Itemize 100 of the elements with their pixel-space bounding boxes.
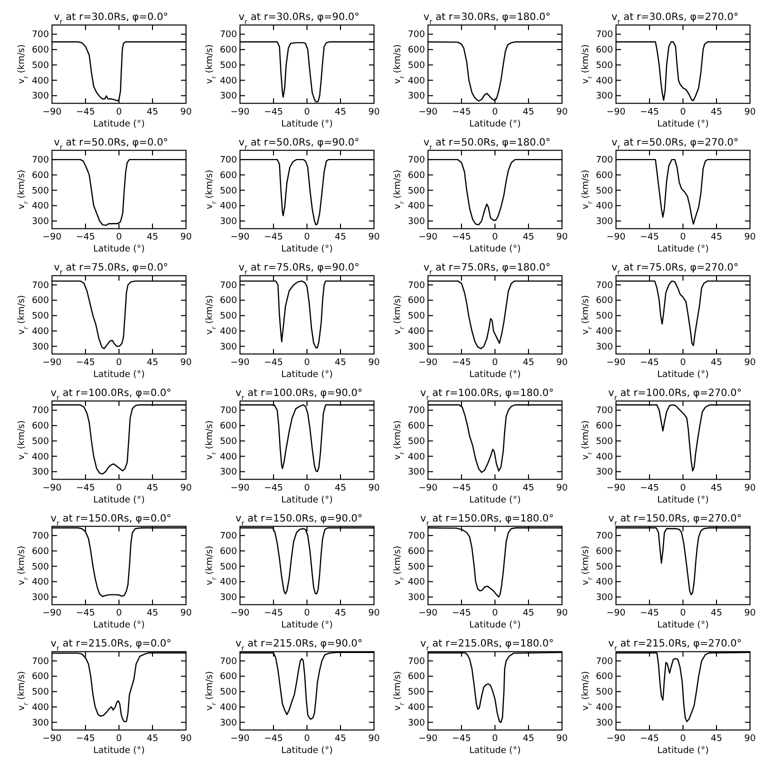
x-tick-label: −45 <box>640 107 659 118</box>
y-tick-label: 300 <box>32 718 50 728</box>
x-tick-label: −45 <box>452 734 471 744</box>
y-tick-label: 400 <box>220 202 238 212</box>
x-tick-label: 0 <box>304 358 310 368</box>
x-axis-title: Latitude (°) <box>93 495 145 506</box>
y-tick-label: 300 <box>408 718 426 728</box>
y-tick-label: 500 <box>32 436 50 447</box>
x-axis-title: Latitude (°) <box>469 495 521 506</box>
y-tick-label: 400 <box>596 578 614 588</box>
chart-title: v$_{r}$ at r=150.0Rs, φ=270.0° <box>608 513 742 528</box>
y-tick-label: 300 <box>408 342 426 352</box>
y-tick-label: 300 <box>596 592 614 603</box>
y-tick-label: 500 <box>408 312 426 322</box>
x-tick-label: 45 <box>522 608 534 619</box>
x-tick-label: 45 <box>522 232 534 243</box>
x-axis-title: Latitude (°) <box>93 370 145 380</box>
y-tick-label: 700 <box>32 156 50 166</box>
x-tick-label: −45 <box>264 107 283 118</box>
x-tick-label: 0 <box>492 734 498 744</box>
x-tick-label: 90 <box>556 734 568 744</box>
x-tick-label: 90 <box>180 608 192 619</box>
y-tick-label: 500 <box>596 60 614 71</box>
y-tick-label: 500 <box>220 186 238 196</box>
y-tick-label: 500 <box>596 562 614 572</box>
x-tick-label: −90 <box>606 107 626 118</box>
x-tick-label: 0 <box>492 483 498 494</box>
x-tick-label: −90 <box>230 107 250 118</box>
x-tick-label: 0 <box>304 608 310 619</box>
y-tick-label: 700 <box>408 156 426 166</box>
x-tick-label: 90 <box>180 358 192 368</box>
x-tick-label: 90 <box>368 483 380 494</box>
y-tick-label: 400 <box>220 326 238 337</box>
x-tick-label: 0 <box>680 107 686 118</box>
y-tick-label: 300 <box>596 468 614 478</box>
x-tick-label: 0 <box>304 734 310 744</box>
x-tick-label: −45 <box>452 232 471 243</box>
y-tick-label: 400 <box>596 702 614 713</box>
y-tick-label: 500 <box>32 562 50 572</box>
x-tick-label: 45 <box>334 232 346 243</box>
y-tick-label: 700 <box>408 656 426 667</box>
x-tick-label: −90 <box>42 358 62 368</box>
x-axis-title: Latitude (°) <box>93 620 145 631</box>
y-tick-label: 600 <box>32 672 50 682</box>
y-tick-label: 400 <box>408 578 426 588</box>
x-tick-label: −45 <box>640 232 659 243</box>
x-tick-label: −45 <box>76 734 95 744</box>
y-tick-label: 300 <box>32 592 50 603</box>
x-tick-label: −90 <box>42 232 62 243</box>
x-tick-label: 90 <box>180 483 192 494</box>
y-tick-label: 400 <box>408 702 426 713</box>
y-tick-label: 500 <box>220 312 238 322</box>
x-tick-label: 45 <box>710 107 722 118</box>
chart-title: v$_{r}$ at r=75.0Rs, φ=270.0° <box>611 262 739 277</box>
x-tick-label: −90 <box>606 608 626 619</box>
y-tick-label: 600 <box>32 422 50 432</box>
x-tick-label: 0 <box>492 107 498 118</box>
y-tick-label: 300 <box>32 216 50 227</box>
x-tick-label: −45 <box>76 232 95 243</box>
y-tick-label: 600 <box>32 170 50 181</box>
x-tick-label: −45 <box>264 483 283 494</box>
x-tick-label: −45 <box>640 608 659 619</box>
x-axis-title: Latitude (°) <box>281 244 333 255</box>
chart-title: v$_{r}$ at r=215.0Rs, φ=90.0° <box>235 638 363 653</box>
y-tick-label: 400 <box>408 202 426 212</box>
x-axis-title: Latitude (°) <box>93 244 145 255</box>
x-axis-title: Latitude (°) <box>469 746 521 756</box>
y-tick-label: 500 <box>32 186 50 196</box>
y-tick-label: 400 <box>596 76 614 86</box>
x-tick-label: 0 <box>492 608 498 619</box>
x-tick-label: 90 <box>368 232 380 243</box>
x-tick-label: −45 <box>264 734 283 744</box>
y-tick-label: 300 <box>596 92 614 102</box>
y-tick-label: 700 <box>408 532 426 542</box>
x-tick-label: 0 <box>116 358 122 368</box>
y-tick-label: 700 <box>596 656 614 667</box>
y-tick-label: 600 <box>408 422 426 432</box>
x-tick-label: −45 <box>264 232 283 243</box>
x-tick-label: −90 <box>230 358 250 368</box>
x-tick-label: 90 <box>744 107 756 118</box>
y-tick-label: 500 <box>408 186 426 196</box>
x-tick-label: 0 <box>680 734 686 744</box>
x-tick-label: 90 <box>556 483 568 494</box>
x-axis-title: Latitude (°) <box>469 244 521 255</box>
x-tick-label: 0 <box>304 483 310 494</box>
y-tick-label: 500 <box>32 60 50 71</box>
y-tick-label: 600 <box>220 46 238 56</box>
y-tick-label: 600 <box>408 170 426 181</box>
y-tick-label: 300 <box>220 216 238 227</box>
x-axis-title: Latitude (°) <box>281 620 333 631</box>
x-tick-label: 45 <box>522 734 534 744</box>
y-tick-label: 600 <box>408 672 426 682</box>
x-tick-label: 90 <box>180 107 192 118</box>
y-tick-label: 500 <box>220 688 238 698</box>
y-tick-label: 600 <box>408 46 426 56</box>
x-tick-label: −90 <box>606 734 626 744</box>
x-axis-title: Latitude (°) <box>657 620 709 631</box>
x-tick-label: −45 <box>452 483 471 494</box>
x-tick-label: −45 <box>452 608 471 619</box>
x-tick-label: 45 <box>146 358 158 368</box>
